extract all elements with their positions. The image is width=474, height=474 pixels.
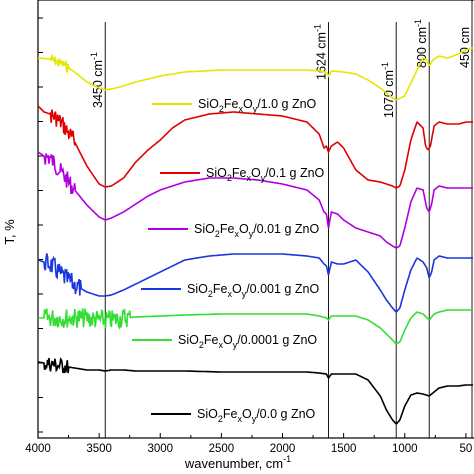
legend-label: SiO2FexOy/0.0001 g ZnO: [178, 333, 317, 350]
y-axis-label: T, %: [2, 219, 17, 245]
series-line-0_01: [38, 151, 473, 249]
legend-item: SiO2FexOy/0.1 g ZnO: [160, 166, 325, 183]
series-line-0_001: [38, 253, 473, 313]
reference-line-label: 800 cm-1: [413, 19, 429, 68]
reference-line-label: 1624 cm-1: [312, 24, 328, 80]
axis-ticks: 4000 3500 3000 2500 2000 1500 1000 50: [25, 17, 472, 455]
legend-label: SiO2FexOy/0.1 g ZnO: [206, 166, 325, 183]
series-line-0_0001: [38, 307, 473, 345]
legend-label: SiO2FexOy/0.01 g ZnO: [194, 222, 320, 239]
legend-item: SiO2FexOy/0.0 g ZnO: [151, 407, 316, 424]
x-tick-label: 4000: [25, 443, 51, 455]
legend: SiO2FexOy/1.0 g ZnO SiO2FexOy/0.1 g ZnO Si…: [132, 97, 325, 424]
legend-item: SiO2FexOy/1.0 g ZnO: [152, 97, 317, 114]
legend-item: SiO2FexOy/0.0001 g ZnO: [132, 333, 317, 350]
x-tick-label: 3500: [86, 443, 112, 455]
reference-line-label: 3450 cm-1: [89, 52, 105, 108]
plot-frame: [37, 0, 474, 439]
x-tick-label: 2000: [270, 443, 296, 455]
x-tick-label: 3000: [147, 443, 173, 455]
x-tick-label: 1500: [331, 443, 357, 455]
reference-line-label: 1070 cm-1: [380, 62, 396, 118]
x-tick-label: 1000: [392, 443, 418, 455]
legend-item: SiO2FexOy/0.01 g ZnO: [148, 222, 320, 239]
x-axis-label: wavenumber, cm-1: [184, 454, 291, 471]
series-line-0_1: [38, 105, 473, 189]
reference-line-label: 450 cm: [458, 27, 472, 68]
series-lines: [38, 47, 473, 425]
reference-lines: 3450 cm-1 1624 cm-1 1070 cm-1 800 cm-1 450 c…: [89, 0, 473, 438]
legend-label: SiO2FexOy/0.001 g ZnO: [187, 282, 319, 299]
legend-item: SiO2FexOy/0.001 g ZnO: [141, 282, 319, 299]
legend-label: SiO2FexOy/1.0 g ZnO: [198, 97, 317, 114]
series-line-1_0: [38, 47, 473, 101]
x-tick-label: 2500: [209, 443, 235, 455]
legend-label: SiO2FexOy/0.0 g ZnO: [197, 407, 316, 424]
series-line-0_0: [38, 357, 473, 425]
x-tick-label: 50: [459, 443, 472, 455]
